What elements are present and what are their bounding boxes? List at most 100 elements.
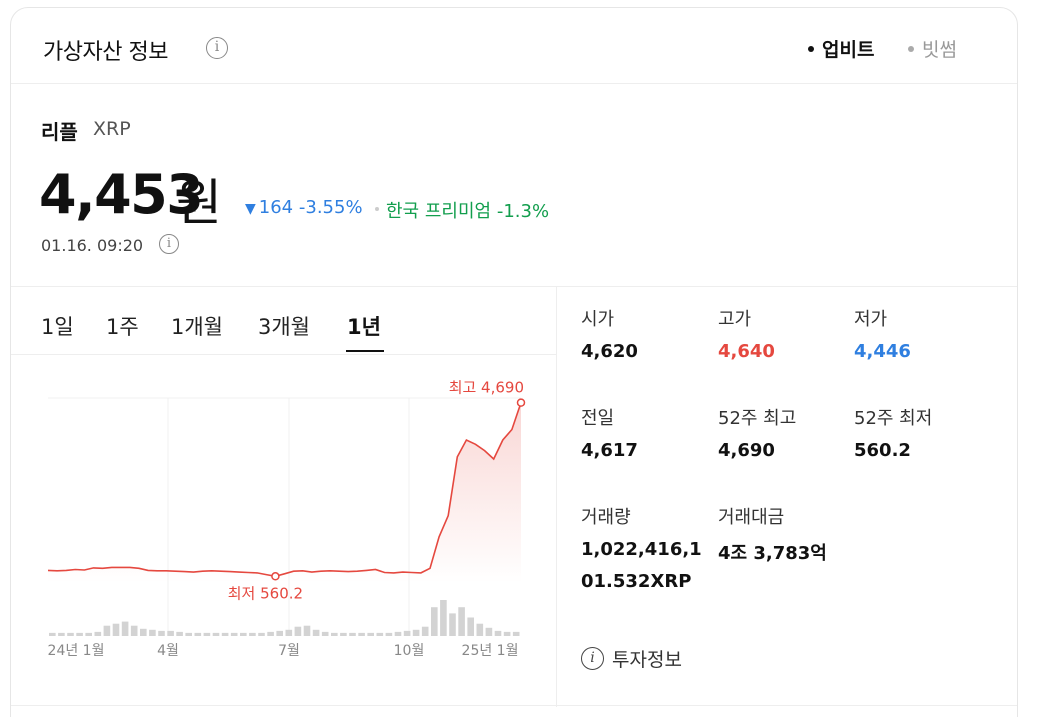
- down-triangle-icon: ▼: [245, 201, 256, 217]
- volume-bar: [376, 632, 384, 636]
- x-tick-label: 25년 1월: [462, 643, 519, 659]
- column-divider: [556, 287, 557, 707]
- volume-bar: [421, 626, 429, 636]
- volume-bar: [212, 632, 220, 636]
- tab-1-week[interactable]: 1주: [106, 315, 139, 339]
- volume-bar: [149, 629, 156, 636]
- source-upbit-label: 업비트: [822, 39, 875, 61]
- stat-52w-high-value: 4,690: [718, 440, 775, 461]
- volume-bar: [467, 617, 474, 636]
- volume-bar: [185, 632, 192, 636]
- korea-premium: 한국 프리미엄 -1.3%: [386, 197, 549, 223]
- section-divider: [11, 286, 1017, 287]
- premium-label: 한국 프리미엄: [386, 201, 492, 222]
- volume-bar: [194, 632, 202, 636]
- volume-bar: [349, 632, 356, 636]
- coin-name: 리플: [41, 120, 78, 144]
- volume-bar: [158, 630, 165, 636]
- volume-bar: [358, 632, 365, 636]
- info-icon[interactable]: i: [206, 37, 228, 59]
- source-tab-upbit[interactable]: 업비트: [808, 35, 874, 62]
- max-price-label: 최고 4,690: [449, 379, 524, 397]
- volume-bar: [403, 630, 411, 636]
- stat-open-label: 시가: [581, 309, 615, 330]
- crypto-info-card: 가상자산 정보 i 업비트 빗썸 리플 XRP 4,453 원 ▼ 164 -3.…: [10, 7, 1018, 717]
- volume-bar: [176, 631, 183, 636]
- volume-bar: [103, 625, 111, 636]
- tab-1-month[interactable]: 1개월: [171, 315, 224, 339]
- tab-1-year[interactable]: 1년: [347, 315, 381, 339]
- stat-low-value: 4,446: [854, 341, 911, 362]
- volume-bar: [130, 625, 138, 636]
- volume-bar: [221, 632, 229, 636]
- stat-trade-amount-label: 거래대금: [718, 507, 785, 528]
- price-unit: 원: [176, 174, 222, 232]
- price-timestamp: 01.16. 09:20: [41, 236, 144, 255]
- premium-value: -1.3%: [496, 201, 550, 222]
- volume-bar: [431, 607, 438, 636]
- card-header: 가상자산 정보 i 업비트 빗썸: [11, 8, 1017, 84]
- x-tick-label: 7월: [278, 643, 300, 659]
- volume-bar: [449, 613, 456, 636]
- volume-bar: [303, 625, 311, 636]
- min-price-point: [271, 572, 280, 581]
- coin-symbol: XRP: [93, 118, 131, 140]
- volume-bar: [167, 630, 174, 636]
- price-line: [47, 402, 522, 578]
- stat-52w-low-value: 560.2: [854, 440, 911, 461]
- x-tick-label: 24년 1월: [48, 643, 105, 659]
- tab-1-day[interactable]: 1일: [41, 315, 74, 339]
- stat-volume-label: 거래량: [581, 507, 631, 528]
- volume-bar: [458, 607, 465, 636]
- stat-low-label: 저가: [854, 309, 888, 330]
- volume-bar: [367, 632, 374, 636]
- volume-bar: [294, 626, 302, 636]
- min-price-label: 최저 560.2: [228, 584, 303, 602]
- tab-3-months[interactable]: 3개월: [258, 315, 311, 339]
- price-area-fill: [48, 402, 521, 583]
- bullet-icon: [808, 45, 814, 52]
- change-percent: -3.55%: [298, 197, 363, 218]
- price-chart[interactable]: 최고 4,690 최저 560.2 24년 1월 4월 7월 10월 25년 1월: [11, 378, 556, 668]
- volume-bar: [476, 623, 484, 636]
- volume-bar: [321, 631, 329, 636]
- separator-dot: [375, 207, 379, 211]
- volume-bar: [76, 632, 83, 636]
- stat-prev-close-value: 4,617: [581, 440, 638, 461]
- volume-bar: [258, 632, 265, 636]
- stat-volume-value: 1,022,416,1: [581, 539, 702, 560]
- volume-bar: [121, 621, 129, 636]
- volume-bar: [267, 631, 274, 636]
- bottom-divider: [11, 705, 1017, 706]
- volume-bar: [140, 628, 147, 636]
- investment-info-label: 투자정보: [612, 649, 682, 671]
- source-tab-bithumb[interactable]: 빗썸: [908, 35, 957, 62]
- volume-bar: [503, 631, 511, 636]
- timestamp-info-icon[interactable]: i: [159, 234, 179, 254]
- volume-bar: [203, 632, 211, 636]
- volume-bar: [331, 632, 338, 636]
- volume-bar: [249, 632, 256, 636]
- volume-bar: [440, 600, 447, 636]
- volume-bar: [494, 630, 502, 636]
- volume-bar: [312, 629, 320, 636]
- stat-trade-amount-value: 4조 3,783억: [718, 543, 827, 564]
- stat-high-label: 고가: [718, 309, 752, 330]
- price-change: ▼ 164 -3.55%: [245, 197, 363, 218]
- volume-bar: [85, 632, 92, 636]
- tabs-divider: [11, 354, 556, 355]
- volume-bar: [112, 623, 120, 636]
- stat-volume-value-cont: 01.532XRP: [581, 571, 692, 592]
- current-price: 4,453: [39, 163, 204, 226]
- investment-info-link[interactable]: i 투자정보: [581, 645, 682, 672]
- x-tick-label: 10월: [394, 643, 425, 659]
- volume-bar: [240, 632, 247, 636]
- x-tick-label: 4월: [157, 643, 179, 659]
- volume-bar: [49, 632, 56, 636]
- volume-bar: [394, 631, 402, 636]
- bullet-icon: [908, 45, 914, 52]
- card-title: 가상자산 정보: [43, 40, 168, 65]
- volume-bar: [230, 632, 238, 636]
- volume-bar: [385, 632, 393, 636]
- max-price-point: [516, 398, 526, 407]
